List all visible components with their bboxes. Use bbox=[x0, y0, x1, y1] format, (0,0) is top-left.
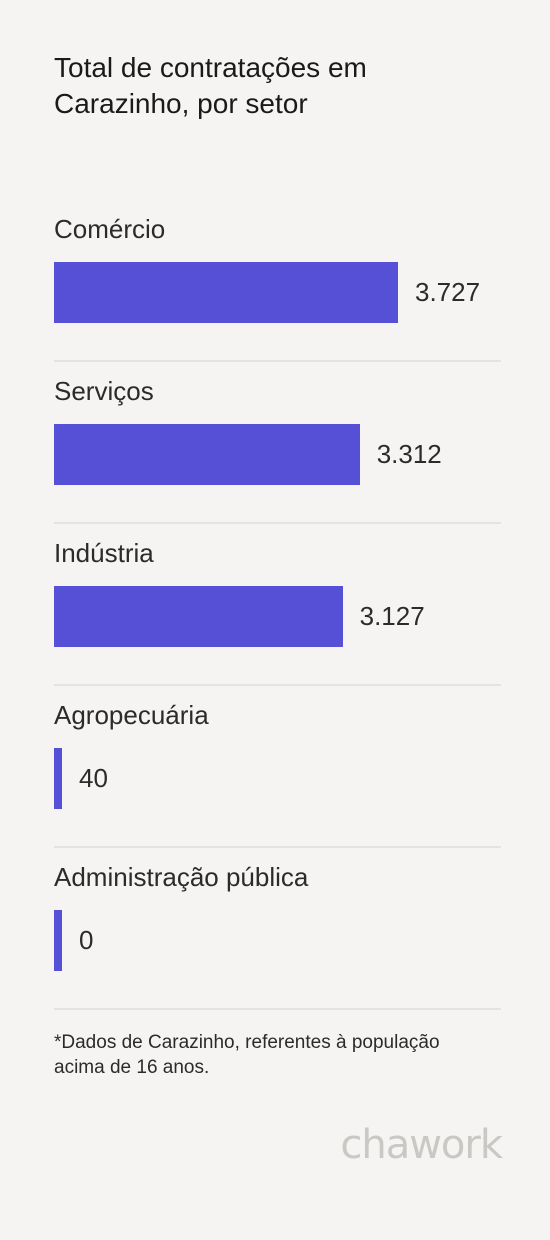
category-label: Serviços bbox=[54, 376, 154, 406]
bar bbox=[54, 262, 398, 323]
bar-row: Comércio 3.727 bbox=[54, 200, 501, 362]
chart-title: Total de contratações em Carazinho, por … bbox=[54, 52, 367, 119]
value-label: 40 bbox=[79, 763, 108, 793]
category-label: Indústria bbox=[54, 538, 154, 568]
bar-chart: Comércio 3.727 Serviços 3.312 Indústria 3.127… bbox=[54, 200, 501, 1010]
bar bbox=[54, 424, 360, 485]
value-label: 3.727 bbox=[415, 277, 481, 307]
chawork-logo: chawork bbox=[340, 1122, 503, 1168]
bar-row: Administração pública 0 bbox=[54, 848, 501, 1010]
bar bbox=[54, 910, 62, 971]
category-label: Comércio bbox=[54, 214, 166, 244]
bar-row: Serviços 3.312 bbox=[54, 362, 501, 524]
bar-row: Agropecuária 40 bbox=[54, 686, 501, 848]
bar bbox=[54, 586, 343, 647]
bar bbox=[54, 748, 62, 809]
footnote: *Dados de Carazinho, referentes à popula… bbox=[54, 1032, 440, 1078]
bar-row: Indústria 3.127 bbox=[54, 524, 501, 686]
category-label: Administração pública bbox=[54, 862, 309, 892]
value-label: 3.312 bbox=[376, 439, 442, 469]
value-label: 3.127 bbox=[359, 601, 425, 631]
category-label: Agropecuária bbox=[54, 700, 209, 730]
value-label: 0 bbox=[79, 925, 94, 955]
